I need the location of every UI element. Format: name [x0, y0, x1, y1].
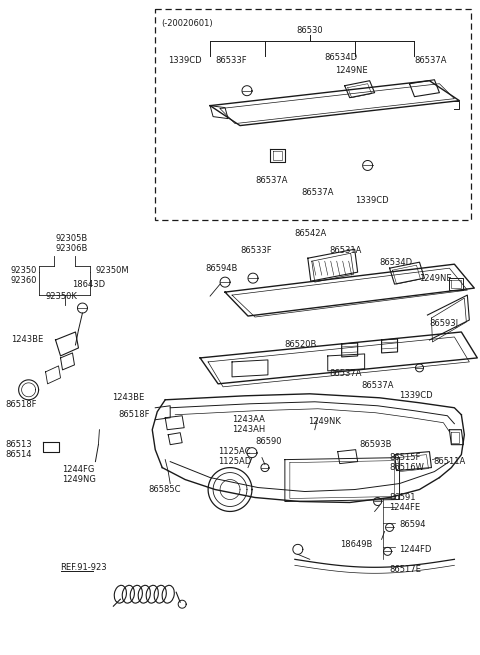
Text: 86542A: 86542A [295, 229, 327, 238]
Text: 92306B: 92306B [56, 244, 88, 253]
Text: 86533F: 86533F [215, 56, 247, 66]
Text: 86537A: 86537A [361, 381, 394, 390]
Text: 86516W: 86516W [390, 463, 424, 472]
Text: 86537A: 86537A [255, 176, 288, 185]
Text: 86593B: 86593B [360, 440, 392, 449]
Text: 86511A: 86511A [433, 457, 466, 466]
Text: 86531A: 86531A [330, 246, 362, 255]
Text: 1243AH: 1243AH [232, 425, 265, 434]
Text: 92360: 92360 [11, 276, 37, 285]
Text: 92350K: 92350K [46, 291, 77, 301]
Text: 18643D: 18643D [72, 280, 106, 289]
Text: 86594B: 86594B [205, 264, 238, 272]
Text: 86515F: 86515F [390, 453, 421, 462]
Text: 1244FE: 1244FE [390, 503, 420, 512]
Text: 1339CD: 1339CD [168, 56, 202, 66]
Text: 92350M: 92350M [96, 266, 129, 274]
Text: 1244FG: 1244FG [62, 465, 95, 474]
Text: REF.91-923: REF.91-923 [60, 563, 107, 572]
Text: 1249NK: 1249NK [308, 417, 341, 426]
Text: 86537A: 86537A [330, 369, 362, 379]
Text: 1249NG: 1249NG [62, 475, 96, 484]
Text: 92350: 92350 [11, 266, 37, 274]
Text: 86537A: 86537A [415, 56, 447, 66]
Text: 18649B: 18649B [340, 540, 372, 549]
Text: 92305B: 92305B [56, 234, 88, 243]
Text: 86534D: 86534D [380, 257, 413, 267]
Text: 86537A: 86537A [302, 188, 335, 197]
Text: 1339CD: 1339CD [399, 391, 433, 400]
Text: 1339CD: 1339CD [355, 196, 388, 205]
Text: 86514: 86514 [6, 450, 32, 459]
Text: 86585C: 86585C [148, 485, 181, 494]
Text: 1249NE: 1249NE [420, 274, 452, 283]
Text: 86520B: 86520B [285, 341, 317, 350]
Text: 86590: 86590 [255, 437, 281, 446]
Text: 1249NE: 1249NE [335, 66, 367, 75]
Text: 1244FD: 1244FD [399, 545, 432, 554]
Text: 1243AA: 1243AA [232, 415, 265, 424]
Text: 1243BE: 1243BE [112, 393, 144, 402]
Text: 86517E: 86517E [390, 565, 421, 574]
Text: 86533F: 86533F [240, 246, 272, 255]
Text: 86593J: 86593J [430, 318, 458, 328]
Text: 86518F: 86518F [6, 400, 37, 409]
Text: 1125AD: 1125AD [218, 457, 252, 466]
Text: 1125AC: 1125AC [218, 447, 251, 456]
Text: 86534D: 86534D [325, 53, 358, 62]
Text: 86594: 86594 [399, 520, 426, 529]
Text: 86518F: 86518F [119, 410, 150, 419]
Text: 86591: 86591 [390, 493, 416, 502]
Text: 86530: 86530 [297, 26, 323, 35]
Text: 1243BE: 1243BE [11, 335, 43, 345]
Text: (-20020601): (-20020601) [161, 19, 213, 28]
Text: 86513: 86513 [6, 440, 32, 449]
